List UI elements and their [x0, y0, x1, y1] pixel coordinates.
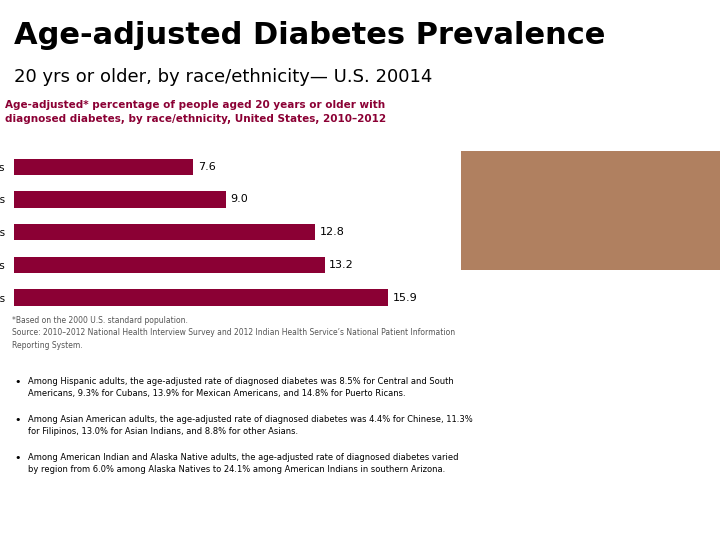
Text: •: • [14, 415, 21, 425]
Text: •: • [14, 453, 21, 463]
Text: Age-adjusted* percentage of people aged 20 years or older with
diagnosed diabete: Age-adjusted* percentage of people aged … [5, 100, 387, 124]
Text: *Based on the 2000 U.S. standard population.
Source: 2010–2012 National Health I: *Based on the 2000 U.S. standard populat… [12, 316, 455, 350]
Text: Among American Indian and Alaska Native adults, the age-adjusted rate of diagnos: Among American Indian and Alaska Native … [28, 453, 459, 474]
Text: 20 yrs or older, by race/ethnicity— U.S. 20014: 20 yrs or older, by race/ethnicity— U.S.… [14, 68, 433, 86]
Text: 15.9: 15.9 [392, 293, 418, 302]
Text: Diabetes Education: Diabetes Education [536, 508, 644, 518]
Text: S E R V I C E S: S E R V I C E S [573, 528, 622, 534]
Text: •: • [14, 377, 21, 387]
Bar [14, 289, 388, 306]
Text: 13.2: 13.2 [329, 260, 354, 270]
Bar [14, 159, 193, 175]
Text: 9.0: 9.0 [230, 194, 248, 205]
Text: 12.8: 12.8 [320, 227, 345, 237]
Text: 7.6: 7.6 [198, 162, 215, 172]
Bar [14, 191, 226, 208]
Text: Age-adjusted Diabetes Prevalence: Age-adjusted Diabetes Prevalence [14, 22, 606, 50]
Bar [14, 256, 325, 273]
Text: Among Hispanic adults, the age-adjusted rate of diagnosed diabetes was 8.5% for : Among Hispanic adults, the age-adjusted … [28, 377, 454, 398]
Bar [14, 224, 315, 240]
Text: C: C [46, 510, 55, 523]
Text: Among Asian American adults, the age-adjusted rate of diagnosed diabetes was 4.4: Among Asian American adults, the age-adj… [28, 415, 473, 436]
